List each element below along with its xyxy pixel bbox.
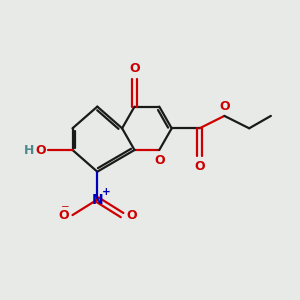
Text: O: O bbox=[219, 100, 230, 113]
Text: H: H bbox=[23, 143, 34, 157]
Text: O: O bbox=[154, 154, 165, 167]
Text: O: O bbox=[35, 143, 46, 157]
Text: O: O bbox=[126, 208, 136, 222]
Text: N: N bbox=[92, 193, 103, 207]
Text: O: O bbox=[58, 208, 69, 222]
Text: −: − bbox=[61, 202, 70, 212]
Text: O: O bbox=[194, 160, 205, 173]
Text: O: O bbox=[129, 62, 140, 75]
Text: +: + bbox=[102, 187, 111, 197]
